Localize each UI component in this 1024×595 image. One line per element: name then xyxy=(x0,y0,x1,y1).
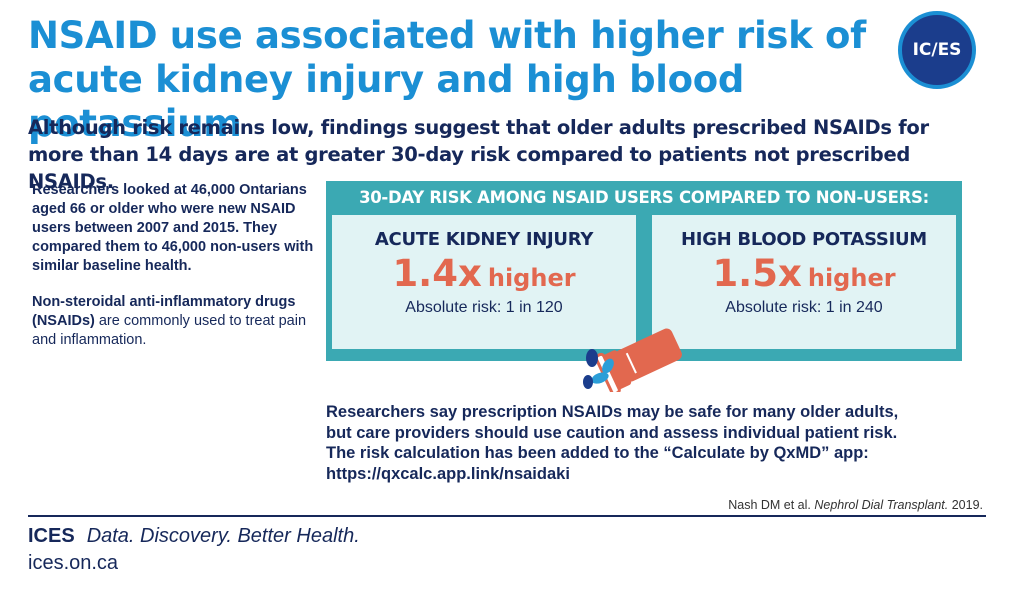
message-line: but care providers should use caution an… xyxy=(326,423,898,442)
risk-boxes: ACUTE KIDNEY INJURY 1.4x higher Absolute … xyxy=(332,215,956,349)
risk-box-acute-kidney-injury: ACUTE KIDNEY INJURY 1.4x higher Absolute … xyxy=(332,215,636,349)
citation: Nash DM et al. Nephrol Dial Transplant. … xyxy=(643,498,983,512)
message-line: Researchers say prescription NSAIDs may … xyxy=(326,403,899,421)
risk-ratio-word: higher xyxy=(807,264,896,292)
outcome-name: HIGH BLOOD POTASSIUM xyxy=(681,229,927,250)
risk-ratio: 1.5x higher xyxy=(652,252,956,295)
logo-text: IC/ES xyxy=(912,40,962,60)
brand-tagline: Data. Discovery. Better Health. xyxy=(86,525,360,547)
risk-panel-header: 30-DAY RISK AMONG NSAID USERS COMPARED T… xyxy=(359,188,929,207)
definition-term: Non-steroidal anti-inflammatory drugs (N… xyxy=(32,294,296,329)
website-link[interactable]: ices.on.ca xyxy=(28,552,119,574)
qxmd-link[interactable]: https://qxcalc.app.link/nsaidaki xyxy=(326,464,570,483)
outcome-name: ACUTE KIDNEY INJURY xyxy=(374,229,594,250)
key-message: Researchers say prescription NSAIDs may … xyxy=(326,402,976,484)
subtitle: Although risk remains low, findings sugg… xyxy=(28,116,929,193)
ices-logo: IC/ES xyxy=(898,11,976,89)
pill-bottle-icon xyxy=(583,328,682,392)
citation-authors: Nash DM et al. xyxy=(728,498,811,512)
infographic-title: NSAID use associated with higher risk of… xyxy=(28,14,866,145)
absolute-risk: Absolute risk: 1 in 240 xyxy=(725,299,883,316)
message-line: The risk calculation has been added to t… xyxy=(326,444,869,462)
risk-box-high-blood-potassium: HIGH BLOOD POTASSIUM 1.5x higher Absolute… xyxy=(652,215,956,349)
risk-ratio-value: 1.5x xyxy=(712,252,802,295)
brand-name: ICES xyxy=(28,525,75,547)
absolute-risk: Absolute risk: 1 in 120 xyxy=(405,299,563,316)
risk-ratio: 1.4x higher xyxy=(332,252,636,295)
left-column: Researchers looked at 46,000 Ontarians a… xyxy=(32,181,317,367)
risk-ratio-value: 1.4x xyxy=(392,252,482,295)
study-description: Researchers looked at 46,000 Ontarians a… xyxy=(32,182,314,274)
citation-journal: Nephrol Dial Transplant. xyxy=(814,498,949,512)
definition-text: are commonly used to treat pain and infl… xyxy=(32,313,307,348)
citation-year: 2019. xyxy=(951,498,983,512)
risk-ratio-word: higher xyxy=(487,264,576,292)
footer-divider xyxy=(28,515,986,517)
risk-panel: 30-DAY RISK AMONG NSAID USERS COMPARED T… xyxy=(326,181,962,361)
footer-brand: ICES Data. Discovery. Better Health. xyxy=(28,525,360,548)
nsaid-definition: Non-steroidal anti-inflammatory drugs (N… xyxy=(32,293,317,350)
